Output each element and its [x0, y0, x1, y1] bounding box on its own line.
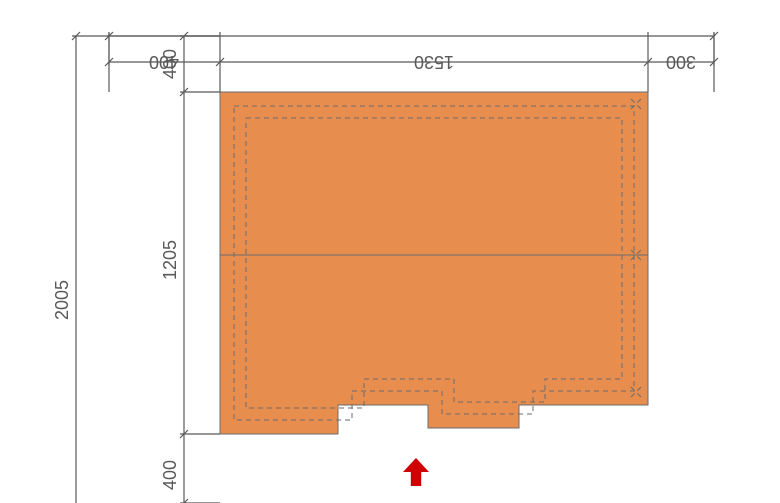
- entry-arrow-icon: [403, 458, 429, 486]
- dimension-label: 400: [160, 460, 180, 490]
- dimensions-left: 2005 400 1205 400: [52, 32, 220, 503]
- dimension-label: 2005: [52, 280, 72, 320]
- dimension-label: 300: [666, 52, 696, 72]
- dimension-label: 400: [160, 49, 180, 79]
- dimensions-top: 400 1530 300: [105, 32, 718, 92]
- dimension-label: 1205: [160, 240, 180, 280]
- dimension-label: 1530: [414, 52, 454, 72]
- building-footprint: [220, 92, 648, 434]
